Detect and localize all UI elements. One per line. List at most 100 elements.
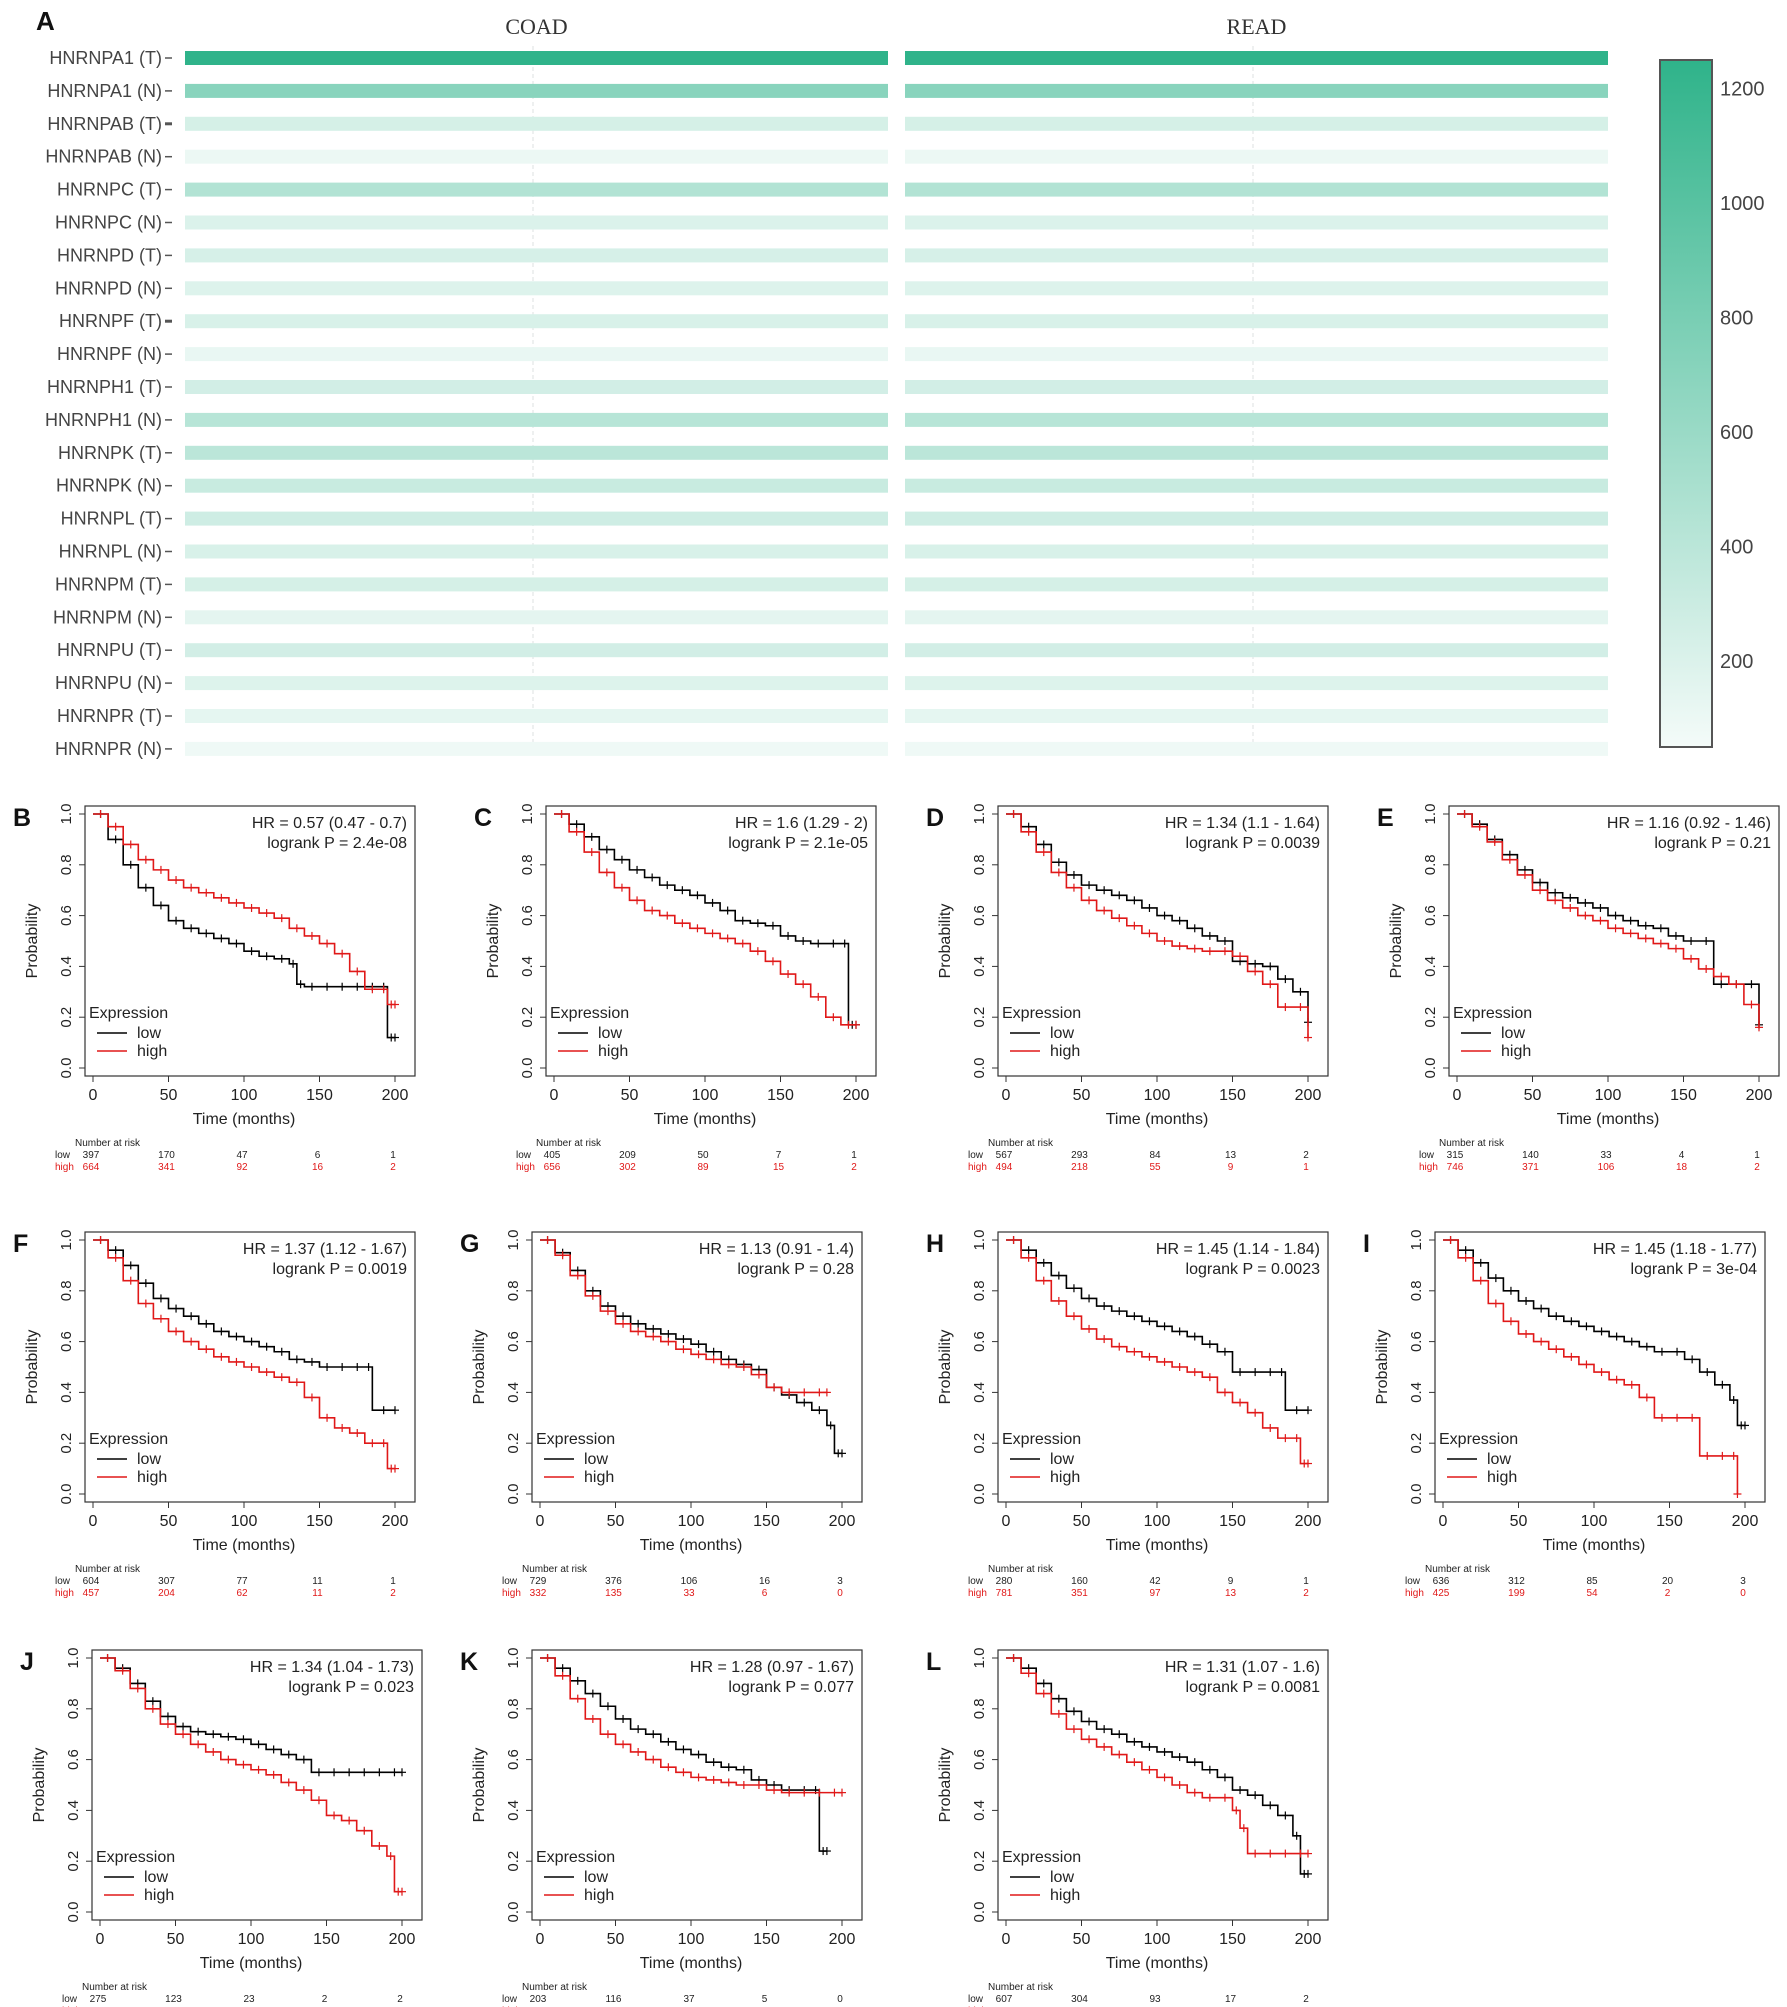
plot-frame xyxy=(997,1231,1329,1503)
risk-value: 92 xyxy=(236,1162,248,1173)
legend-title: Expression xyxy=(536,1431,615,1448)
y-tick-label: 0.4 xyxy=(505,1382,522,1403)
heat-cell xyxy=(185,511,888,526)
y-axis-label: Probability xyxy=(31,1748,48,1823)
x-tick-label: 100 xyxy=(1144,1931,1171,1948)
risk-value: 2 xyxy=(322,1994,328,2005)
heat-cell xyxy=(185,116,888,131)
y-tick-label: 0.0 xyxy=(971,1058,988,1079)
x-axis-label: Time (months) xyxy=(1543,1537,1646,1554)
x-tick-label: 200 xyxy=(382,1513,409,1530)
heat-cell xyxy=(905,149,1608,164)
legend-label-low: low xyxy=(137,1451,161,1468)
heat-cell xyxy=(185,248,888,263)
risk-value: 304 xyxy=(1071,1994,1088,2005)
risk-value: 4 xyxy=(1679,1150,1685,1161)
risk-value: 2 xyxy=(390,1162,396,1173)
risk-value: 341 xyxy=(158,1162,175,1173)
risk-value: 457 xyxy=(83,1588,100,1599)
x-tick-label: 100 xyxy=(231,1513,258,1530)
y-tick-label: 0.4 xyxy=(1408,1382,1425,1403)
y-axis-label: Probability xyxy=(471,1330,488,1405)
x-tick-label: 50 xyxy=(607,1513,625,1530)
risk-value: 2 xyxy=(1303,1150,1309,1161)
legend-label-low: low xyxy=(1050,1025,1074,1042)
row-label: HNRNPU (N) xyxy=(55,673,162,693)
risk-value: 97 xyxy=(1149,1588,1161,1599)
risk-value: 275 xyxy=(90,1994,107,2005)
risk-value: 781 xyxy=(996,1588,1013,1599)
x-axis-label: Time (months) xyxy=(654,1111,757,1128)
row-label: HNRNPC (N) xyxy=(55,213,162,233)
y-tick-label: 0.2 xyxy=(65,1851,82,1872)
risk-value: 9 xyxy=(1228,1162,1234,1173)
risk-title: Number at risk xyxy=(1439,1138,1505,1149)
x-tick-label: 0 xyxy=(96,1931,105,1948)
x-axis-label: Time (months) xyxy=(640,1955,743,1972)
x-tick-label: 0 xyxy=(1439,1513,1448,1530)
heat-cell xyxy=(905,281,1608,296)
panel-label: J xyxy=(20,1648,34,1676)
x-tick-label: 100 xyxy=(678,1513,705,1530)
x-tick-label: 150 xyxy=(753,1513,780,1530)
y-tick-label: 0.0 xyxy=(505,1484,522,1505)
risk-value: 50 xyxy=(697,1150,709,1161)
heat-cell xyxy=(905,51,1608,65)
y-tick-label: 0.4 xyxy=(58,1382,75,1403)
y-tick-label: 0.6 xyxy=(971,1749,988,1770)
risk-value: 494 xyxy=(996,1162,1013,1173)
risk-value: 209 xyxy=(619,1150,636,1161)
heat-cell xyxy=(905,741,1608,756)
y-tick-label: 1.0 xyxy=(58,804,75,825)
x-tick-label: 0 xyxy=(89,1513,98,1530)
y-tick-label: 0.4 xyxy=(58,956,75,977)
colorbar-tick-label: 1000 xyxy=(1720,193,1765,215)
y-tick-label: 0.8 xyxy=(971,1280,988,1301)
row-label: HNRNPD (N) xyxy=(55,278,162,298)
panel-label: G xyxy=(460,1230,479,1258)
y-tick-label: 0.6 xyxy=(505,1331,522,1352)
risk-row-label-high: high xyxy=(968,1588,987,1599)
x-tick-label: 100 xyxy=(238,1931,265,1948)
legend-title: Expression xyxy=(96,1849,175,1866)
km-panel-i: I 0.0 0.2 0.4 0.6 0.8 1.0 Probability 0 50 100 150 2… xyxy=(1363,1230,1766,1599)
y-tick-label: 0.0 xyxy=(971,1902,988,1923)
legend-label-high: high xyxy=(598,1043,628,1060)
x-tick-label: 50 xyxy=(167,1931,185,1948)
y-tick-label: 0.6 xyxy=(58,905,75,926)
x-tick-label: 200 xyxy=(829,1931,856,1948)
x-tick-label: 100 xyxy=(1595,1087,1622,1104)
risk-value: 55 xyxy=(1149,1162,1161,1173)
heat-cell xyxy=(905,412,1608,427)
heat-cell xyxy=(905,182,1608,197)
y-tick-label: 0.8 xyxy=(1408,1280,1425,1301)
y-tick-label: 0.6 xyxy=(505,1749,522,1770)
row-label: HNRNPH1 (T) xyxy=(47,377,162,397)
x-tick-label: 150 xyxy=(753,1931,780,1948)
legend-title: Expression xyxy=(89,1005,168,1022)
risk-value: 567 xyxy=(996,1150,1013,1161)
x-tick-label: 150 xyxy=(313,1931,340,1948)
heat-cell xyxy=(905,610,1608,625)
x-tick-label: 100 xyxy=(678,1931,705,1948)
heat-cell xyxy=(905,445,1608,460)
risk-value: 5 xyxy=(762,1994,768,2005)
risk-value: 3 xyxy=(837,1576,843,1587)
colorbar-tick-label: 600 xyxy=(1720,422,1753,444)
risk-value: 1 xyxy=(1303,1162,1309,1173)
x-axis-label: Time (months) xyxy=(193,1537,296,1554)
km-curve-high xyxy=(540,1239,827,1394)
km-curve-high xyxy=(1457,813,1760,1028)
logrank-text: logrank P = 3e-04 xyxy=(1631,1261,1758,1278)
risk-value: 1 xyxy=(1303,1576,1309,1587)
risk-value: 54 xyxy=(1586,1588,1598,1599)
y-axis-label: Probability xyxy=(1374,1330,1391,1405)
y-tick-label: 0.6 xyxy=(65,1749,82,1770)
y-tick-label: 0.6 xyxy=(1422,905,1439,926)
y-axis-label: Probability xyxy=(937,1748,954,1823)
y-tick-label: 0.2 xyxy=(505,1433,522,1454)
heat-cell xyxy=(185,182,888,197)
risk-value: 93 xyxy=(1149,1994,1161,2005)
x-tick-label: 200 xyxy=(382,1087,409,1104)
heat-cell xyxy=(185,347,888,362)
